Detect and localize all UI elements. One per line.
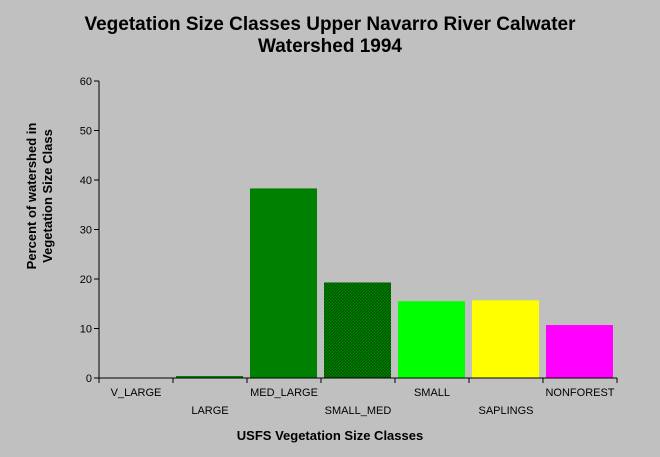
- x-tick-label-large: LARGE: [191, 405, 228, 417]
- bar-large: [176, 376, 243, 378]
- chart-title-line-2: Watershed 1994: [258, 36, 402, 57]
- x-tick-label-nonforest: NONFOREST: [545, 387, 614, 399]
- y-tick-label-30: 30: [80, 225, 92, 237]
- y-tick-label-20: 20: [80, 274, 92, 286]
- x-tick-label-med-large: MED_LARGE: [250, 387, 318, 399]
- x-tick-label-small-med: SMALL_MED: [325, 405, 392, 417]
- y-tick-label-0: 0: [86, 373, 92, 385]
- bar-med-large: [250, 188, 317, 378]
- x-tick-label-v-large: V_LARGE: [111, 387, 162, 399]
- bar-nonforest: [546, 325, 613, 378]
- x-tick-label-saplings: SAPLINGS: [478, 405, 533, 417]
- bar-saplings: [472, 300, 539, 378]
- y-tick-label-60: 60: [80, 76, 92, 88]
- bar-small: [398, 301, 465, 378]
- x-axis-label: USFS Vegetation Size Classes: [236, 428, 424, 443]
- x-tick-label-small: SMALL: [414, 387, 450, 399]
- y-tick-label-50: 50: [80, 126, 92, 138]
- y-tick-label-40: 40: [80, 175, 92, 187]
- chart-title-line-1: Vegetation Size Classes Upper Navarro Ri…: [84, 14, 576, 35]
- chart-title: Vegetation Size Classes Upper Navarro Ri…: [0, 14, 660, 58]
- y-tick-label-10: 10: [80, 324, 92, 336]
- bar-small-med: [324, 282, 391, 378]
